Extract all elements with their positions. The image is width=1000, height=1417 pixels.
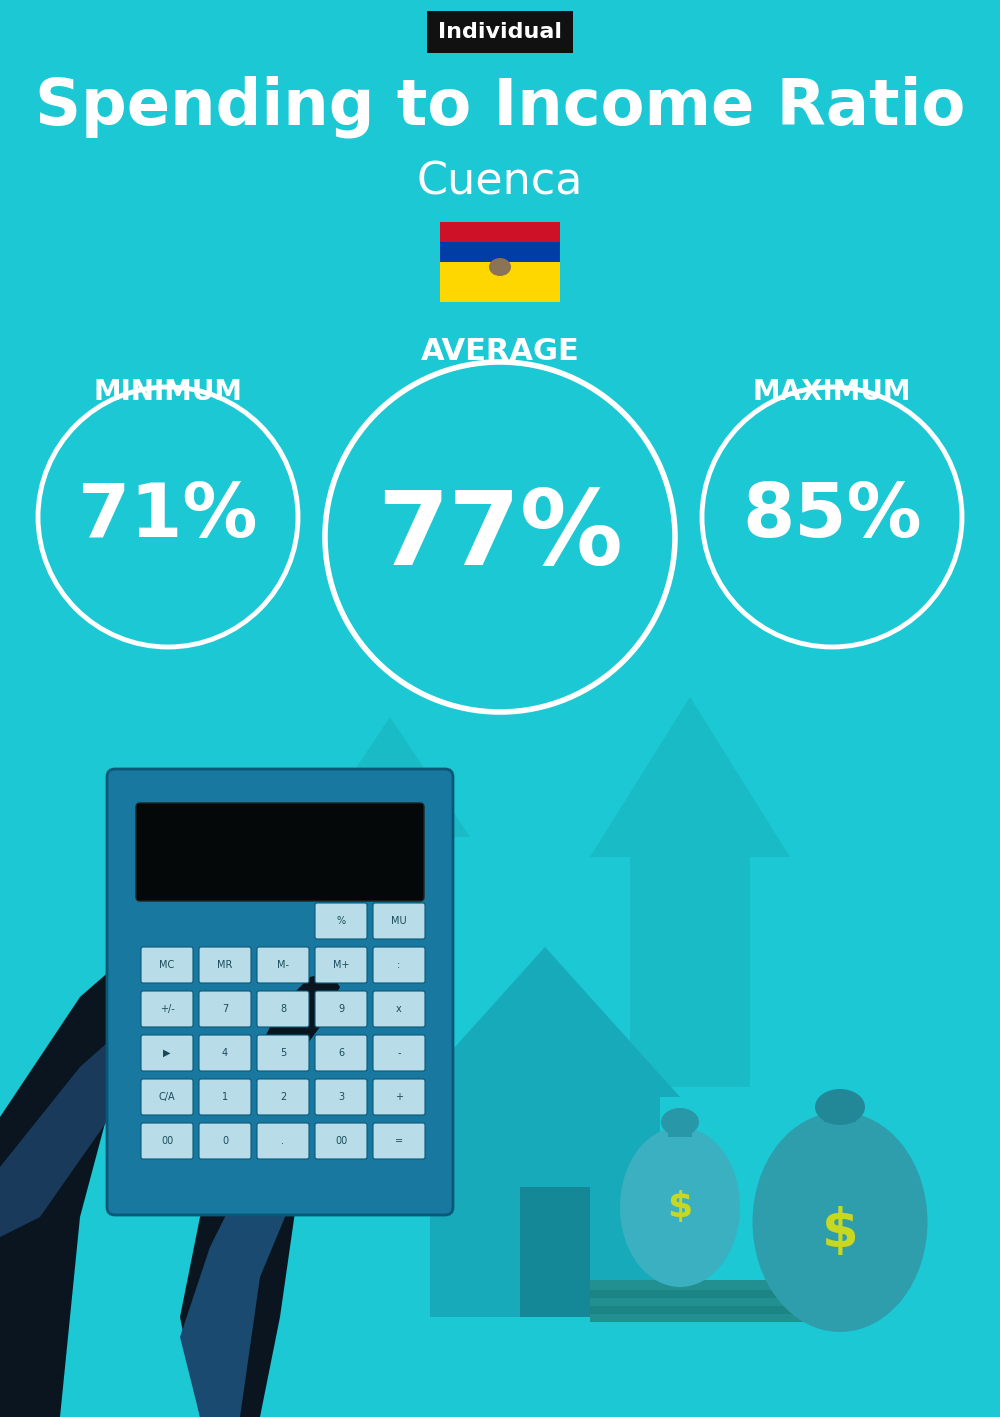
FancyBboxPatch shape [199, 947, 251, 983]
FancyBboxPatch shape [373, 903, 425, 939]
FancyBboxPatch shape [257, 947, 309, 983]
FancyBboxPatch shape [373, 1078, 425, 1115]
Bar [590, 1312, 840, 1322]
FancyBboxPatch shape [257, 1124, 309, 1159]
Bar [590, 1288, 840, 1298]
Polygon shape [0, 907, 240, 1417]
FancyBboxPatch shape [315, 903, 367, 939]
Polygon shape [180, 976, 420, 1417]
Text: 00: 00 [161, 1136, 173, 1146]
Text: MAXIMUM: MAXIMUM [753, 378, 911, 407]
FancyBboxPatch shape [107, 769, 453, 1214]
Text: AVERAGE: AVERAGE [421, 337, 579, 367]
Text: MU: MU [391, 915, 407, 925]
Text: $: $ [667, 1190, 693, 1224]
Text: %: % [336, 915, 346, 925]
Text: -: - [397, 1049, 401, 1058]
FancyBboxPatch shape [257, 1034, 309, 1071]
Text: x: x [396, 1005, 402, 1015]
Polygon shape [590, 697, 790, 1087]
Text: Individual: Individual [438, 23, 562, 43]
Bar [668, 1117, 692, 1136]
FancyBboxPatch shape [136, 803, 424, 901]
FancyBboxPatch shape [373, 1034, 425, 1071]
Text: 1: 1 [222, 1093, 228, 1102]
FancyBboxPatch shape [315, 947, 367, 983]
Ellipse shape [489, 258, 511, 276]
Text: ▶: ▶ [163, 1049, 171, 1058]
Ellipse shape [620, 1127, 740, 1287]
Text: Cuenca: Cuenca [417, 160, 583, 204]
Text: 4: 4 [222, 1049, 228, 1058]
Text: 71%: 71% [78, 480, 258, 554]
Text: C/A: C/A [159, 1093, 175, 1102]
Text: 5: 5 [280, 1049, 286, 1058]
Bar [590, 1297, 840, 1306]
FancyBboxPatch shape [373, 947, 425, 983]
Text: 77%: 77% [377, 486, 623, 588]
Text: 9: 9 [338, 1005, 344, 1015]
Text: MC: MC [159, 959, 175, 971]
FancyBboxPatch shape [373, 1124, 425, 1159]
Polygon shape [310, 717, 470, 988]
FancyBboxPatch shape [315, 1124, 367, 1159]
Bar [590, 1280, 840, 1289]
Bar [824, 1100, 856, 1122]
Text: +: + [395, 1093, 403, 1102]
Bar [440, 262, 560, 302]
Ellipse shape [753, 1112, 928, 1332]
Text: 6: 6 [338, 1049, 344, 1058]
FancyBboxPatch shape [141, 1124, 193, 1159]
Text: MINIMUM: MINIMUM [94, 378, 242, 407]
Polygon shape [180, 956, 420, 1417]
FancyBboxPatch shape [199, 1034, 251, 1071]
FancyBboxPatch shape [141, 947, 193, 983]
Text: $: $ [822, 1206, 858, 1258]
FancyBboxPatch shape [315, 1078, 367, 1115]
Text: 2: 2 [280, 1093, 286, 1102]
Text: 3: 3 [338, 1093, 344, 1102]
Text: .: . [282, 1136, 285, 1146]
Text: 0: 0 [222, 1136, 228, 1146]
FancyBboxPatch shape [199, 990, 251, 1027]
Text: Spending to Income Ratio: Spending to Income Ratio [35, 75, 965, 139]
Bar [430, 1097, 660, 1316]
FancyBboxPatch shape [141, 1034, 193, 1071]
Text: 8: 8 [280, 1005, 286, 1015]
Text: 00: 00 [335, 1136, 347, 1146]
Polygon shape [410, 947, 680, 1097]
FancyBboxPatch shape [141, 990, 193, 1027]
Polygon shape [0, 966, 240, 1237]
Ellipse shape [661, 1108, 699, 1136]
FancyBboxPatch shape [257, 990, 309, 1027]
Text: M+: M+ [333, 959, 349, 971]
FancyBboxPatch shape [199, 1124, 251, 1159]
Text: 85%: 85% [742, 480, 922, 554]
Text: M-: M- [277, 959, 289, 971]
Ellipse shape [815, 1090, 865, 1125]
Text: +/-: +/- [160, 1005, 174, 1015]
FancyBboxPatch shape [315, 990, 367, 1027]
Text: :: : [397, 959, 401, 971]
FancyBboxPatch shape [373, 990, 425, 1027]
Text: 7: 7 [222, 1005, 228, 1015]
FancyBboxPatch shape [257, 1078, 309, 1115]
FancyBboxPatch shape [315, 1034, 367, 1071]
FancyBboxPatch shape [141, 1078, 193, 1115]
Bar [520, 1187, 590, 1316]
Polygon shape [260, 972, 340, 1067]
Text: MR: MR [217, 959, 233, 971]
Text: =: = [395, 1136, 403, 1146]
Bar [440, 242, 560, 262]
Bar [440, 222, 560, 242]
FancyBboxPatch shape [199, 1078, 251, 1115]
Bar [590, 1304, 840, 1314]
